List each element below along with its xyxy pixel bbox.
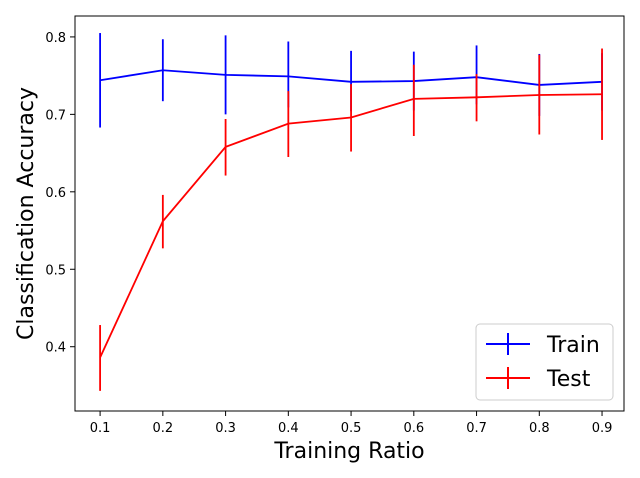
legend: Train Test <box>475 323 614 401</box>
plot-frame <box>74 15 625 412</box>
legend-train-label: Train <box>546 333 600 358</box>
x-axis: 0.1 0.2 0.3 0.4 0.5 0.6 0.7 0.8 0.9 <box>90 411 613 436</box>
x-tick-label: 0.7 <box>466 421 487 436</box>
x-tick-label: 0.2 <box>152 421 173 436</box>
y-tick-label: 0.4 <box>45 341 66 356</box>
x-tick-label: 0.9 <box>592 421 613 436</box>
x-tick-label: 0.1 <box>90 421 111 436</box>
x-tick-label: 0.6 <box>403 421 424 436</box>
y-tick-label: 0.6 <box>45 186 66 201</box>
x-tick-label: 0.8 <box>529 421 550 436</box>
y-tick-label: 0.7 <box>45 108 66 123</box>
x-axis-title: Training Ratio <box>273 439 424 464</box>
y-axis-title: Classification Accuracy <box>14 87 39 340</box>
y-tick-label: 0.5 <box>45 263 66 278</box>
series-layer <box>99 33 603 391</box>
x-tick-label: 0.3 <box>215 421 236 436</box>
legend-test-label: Test <box>546 367 591 392</box>
y-tick-label: 0.8 <box>45 31 66 46</box>
x-tick-label: 0.4 <box>278 421 299 436</box>
y-axis: 0.4 0.5 0.6 0.7 0.8 <box>45 31 75 356</box>
x-tick-label: 0.5 <box>341 421 362 436</box>
